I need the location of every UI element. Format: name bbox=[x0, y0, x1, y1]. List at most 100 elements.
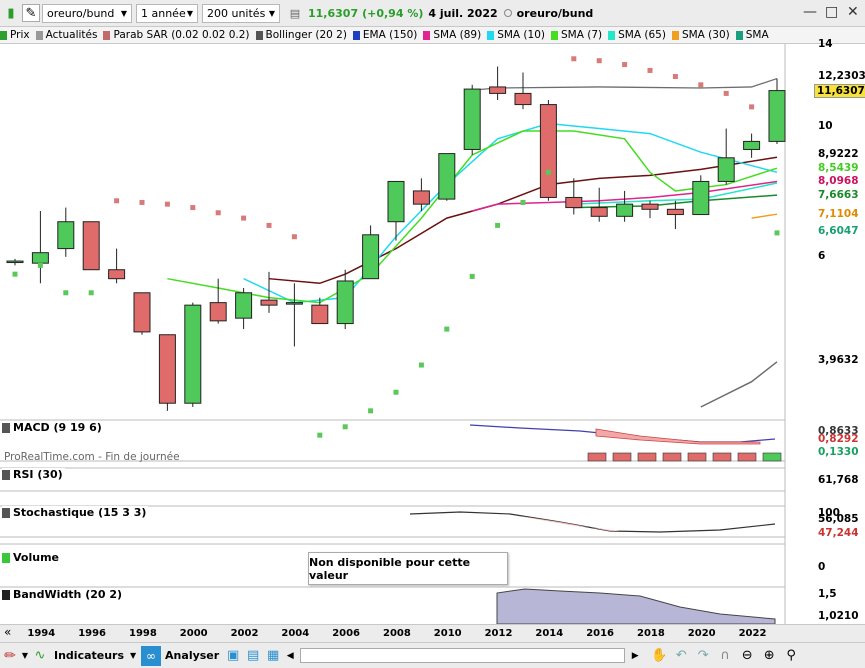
zoom-fit-icon[interactable]: ⚲ bbox=[786, 648, 796, 663]
legend-label: Prix bbox=[10, 29, 30, 41]
sar-dot bbox=[114, 198, 120, 204]
scroll-right-icon[interactable]: ▶ bbox=[631, 650, 639, 661]
panel-color-swatch bbox=[2, 552, 10, 563]
drawing-tools-icon[interactable]: ✏ bbox=[4, 647, 16, 664]
year-tick: 2004 bbox=[281, 628, 310, 639]
bandwidth-panel-title[interactable]: BandWidth (20 2) bbox=[2, 588, 125, 601]
indicators-icon[interactable]: ∿ bbox=[34, 648, 46, 663]
zoom-in-icon[interactable]: ⊕ bbox=[763, 648, 775, 663]
legend-swatch bbox=[671, 30, 679, 40]
legend-item[interactable]: SMA (30) bbox=[671, 29, 730, 41]
year-tick: 2018 bbox=[637, 628, 665, 639]
macd-histogram-bar bbox=[587, 452, 607, 462]
stoch-panel-title[interactable]: Stochastique (15 3 3) bbox=[2, 506, 149, 519]
legend-item[interactable]: Actualités bbox=[35, 29, 97, 41]
sar-dot bbox=[12, 271, 18, 277]
legend-label: SMA bbox=[745, 29, 769, 41]
zoom-out-icon[interactable]: ⊖ bbox=[741, 648, 753, 663]
sar-dot bbox=[291, 234, 297, 240]
year-tick: 2010 bbox=[433, 628, 462, 639]
cursor-icon[interactable]: ✎ bbox=[22, 4, 40, 22]
legend-swatch bbox=[35, 30, 43, 40]
year-tick: 1994 bbox=[27, 628, 56, 639]
legend-label: SMA (65) bbox=[618, 29, 666, 41]
hand-icon[interactable]: ✋ bbox=[651, 648, 668, 663]
axis-value-label: 100 bbox=[818, 507, 840, 519]
rsi-panel-title[interactable]: RSI (30) bbox=[2, 468, 65, 481]
year-tick: 1998 bbox=[129, 628, 157, 639]
axis-value-label: 6,6047 bbox=[818, 225, 859, 237]
legend-item[interactable]: Prix bbox=[0, 29, 30, 41]
volume-panel-title[interactable]: Volume bbox=[2, 551, 61, 564]
magnet-icon[interactable]: ∩ bbox=[720, 648, 730, 663]
panel-color-swatch bbox=[2, 507, 10, 518]
sar-dot bbox=[495, 222, 501, 228]
undo-icon[interactable]: ↶ bbox=[675, 648, 687, 663]
no-data-message: Non disponible pour cette valeur bbox=[308, 552, 508, 585]
chevron-down-icon: ▼ bbox=[120, 8, 127, 18]
axis-value-label: 56,085 bbox=[818, 513, 859, 525]
sar-dot bbox=[749, 104, 755, 110]
redo-icon[interactable]: ↷ bbox=[697, 648, 709, 663]
sma-7-line bbox=[167, 130, 778, 304]
quote-date: 4 juil. 2022 bbox=[428, 6, 498, 20]
chevron-down-icon[interactable]: ▼ bbox=[21, 651, 29, 660]
axis-value-label: 0,1330 bbox=[818, 446, 859, 458]
sar-dot bbox=[317, 432, 323, 438]
legend-item[interactable]: SMA bbox=[735, 29, 769, 41]
legend-swatch bbox=[551, 30, 558, 40]
macd-panel-title[interactable]: MACD (9 19 6) bbox=[2, 421, 104, 434]
candlestick-icon[interactable]: ▮ bbox=[7, 5, 15, 21]
legend-item[interactable]: SMA (89) bbox=[423, 29, 481, 41]
candle-body bbox=[336, 280, 354, 325]
candle-body bbox=[387, 180, 405, 223]
legend-swatch bbox=[103, 30, 111, 40]
axis-value-label: 12,2303 bbox=[818, 70, 865, 82]
sar-dot bbox=[418, 362, 424, 368]
close-icon[interactable]: ✕ bbox=[847, 4, 859, 20]
maximize-icon[interactable]: □ bbox=[825, 4, 839, 20]
sar-dot bbox=[520, 199, 526, 205]
candle-body bbox=[82, 221, 100, 271]
minimize-icon[interactable]: — bbox=[803, 4, 817, 20]
year-tick: 2020 bbox=[687, 628, 716, 639]
chart-icon[interactable]: ▣ bbox=[227, 648, 240, 663]
instrument-select[interactable]: oreuro/bund ▼ bbox=[42, 3, 132, 23]
axis-value-label: 6 bbox=[818, 250, 826, 262]
candle-body bbox=[57, 221, 75, 250]
stoch-line bbox=[409, 511, 776, 533]
rewind-icon[interactable]: « bbox=[4, 625, 12, 639]
legend-swatch bbox=[255, 30, 263, 40]
macd-histogram-bar bbox=[687, 452, 707, 462]
indicators-button[interactable]: Indicateurs bbox=[54, 649, 125, 662]
chevron-down-icon[interactable]: ▼ bbox=[129, 651, 137, 660]
scroll-left-icon[interactable]: ◀ bbox=[286, 650, 294, 661]
timeframe-select[interactable]: 1 année ▼ bbox=[136, 3, 198, 23]
candle-body bbox=[158, 334, 176, 404]
candle-body bbox=[539, 104, 557, 198]
axis-value-label: 7,1104 bbox=[818, 208, 859, 220]
sar-dot bbox=[139, 199, 145, 205]
info-icon[interactable]: ▤ bbox=[289, 6, 301, 20]
legend-item[interactable]: SMA (10) bbox=[487, 29, 545, 41]
time-scrollbar[interactable] bbox=[300, 648, 626, 663]
layout-icon[interactable]: ▦ bbox=[267, 648, 280, 663]
legend-item[interactable]: Parab SAR (0.02 0.02 0.2) bbox=[103, 29, 250, 41]
legend-item[interactable]: SMA (65) bbox=[608, 29, 666, 41]
units-select[interactable]: 200 unités ▼ bbox=[202, 3, 280, 23]
candle-body bbox=[209, 302, 227, 322]
chart-area[interactable]: ProRealTime.com - Fin de journée bbox=[0, 44, 865, 627]
window-title: oreuro/bund bbox=[516, 6, 594, 20]
analyze-button[interactable]: Analyser bbox=[165, 649, 220, 662]
compare-icon[interactable]: ▤ bbox=[247, 648, 260, 663]
legend-item[interactable]: SMA (7) bbox=[551, 29, 602, 41]
legend-item[interactable]: EMA (150) bbox=[352, 29, 417, 41]
macd-histogram-bar bbox=[637, 452, 657, 462]
legend-item[interactable]: Bollinger (20 2) bbox=[255, 29, 347, 41]
time-axis[interactable]: « 1994 1996 1998 2000 2002 2004 2006 2008 2010 20… bbox=[0, 624, 865, 642]
chart-svg bbox=[0, 44, 786, 627]
legend-label: Bollinger (20 2) bbox=[265, 29, 347, 41]
candle-body bbox=[641, 203, 659, 210]
chevron-down-icon: ▼ bbox=[268, 8, 275, 18]
share-icon[interactable]: ∞ bbox=[141, 645, 162, 666]
